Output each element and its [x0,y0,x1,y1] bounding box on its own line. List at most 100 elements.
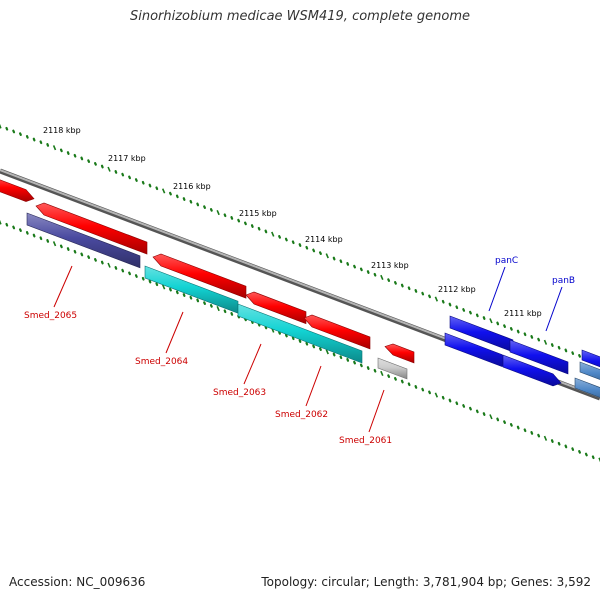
gene-label-panc[interactable]: panC [495,256,518,266]
outer-tick-mark [237,218,241,223]
inner-tick-mark [209,304,213,308]
inner-tick-mark [325,349,329,355]
inner-tick-mark [584,452,588,457]
gene-arrow-red [152,253,247,299]
inner-tick-mark [128,271,131,276]
inner-tick-mark [366,366,370,370]
inner-tick-mark [12,225,16,230]
inner-tick-mark [332,352,336,357]
outer-tick-mark [550,343,554,347]
inner-tick-mark [550,439,554,443]
gene-arrow-red [303,314,371,350]
inner-tick-mark [59,244,63,249]
gene-arrow-red [0,179,35,202]
inner-tick-mark [543,435,548,441]
inner-tick-mark [52,241,57,247]
gene-arrow-cyan [237,303,363,364]
outer-tick-mark [312,248,316,253]
outer-tick-mark [155,186,159,191]
outer-tick-mark [305,245,309,250]
outer-tick-mark [230,216,234,220]
inner-tick-mark [107,262,111,268]
inner-tick-mark [73,249,77,254]
outer-tick-mark [489,318,493,324]
gene-label-smed-2064[interactable]: Smed_2064 [135,357,188,367]
inner-tick-mark [93,258,97,262]
inner-tick-mark [346,358,350,362]
outer-tick-mark [25,135,29,139]
outer-tick-mark [19,132,22,136]
outer-tick-mark [380,274,384,281]
gene-label-smed-2062[interactable]: Smed_2062 [275,410,328,420]
outer-tick-mark [134,178,138,182]
inner-tick-mark [462,404,466,408]
inner-tick-mark [223,309,227,314]
outer-tick-mark [462,308,466,312]
outer-tick-mark [578,354,582,358]
outer-tick-mark [319,251,322,255]
inner-tick-mark [100,260,104,265]
outer-tick-mark [564,348,568,353]
gene-label-smed-2061[interactable]: Smed_2061 [339,436,392,446]
outer-tick-mark [141,180,145,185]
gene-arrow-steel [574,377,600,398]
inner-tick-mark [530,431,534,435]
inner-tick-mark [278,331,281,335]
inner-tick-mark [380,370,384,377]
inner-tick-mark [448,398,452,403]
outer-tick-mark [128,175,131,180]
inner-tick-mark [175,290,179,295]
outer-tick-mark [523,332,527,337]
outer-tick-mark [66,151,70,155]
inner-tick-mark [203,301,206,305]
outer-tick-mark [46,143,50,147]
outer-tick-mark [339,259,343,264]
inner-tick-mark [141,276,145,281]
outer-tick-mark [73,153,77,158]
inner-tick-mark [564,444,568,449]
tick-label: 2116 kbp [173,182,211,191]
outer-tick-track [0,123,600,367]
tick-label: 2114 kbp [305,235,343,244]
gene-arrow-blue [502,354,562,387]
inner-tick-mark [319,347,322,351]
outer-tick-mark [366,270,370,274]
outer-tick-mark [93,162,97,166]
outer-tick-mark [203,205,206,209]
label-leaders [53,265,563,433]
inner-tick-mark [400,379,404,384]
inner-tick-mark [394,377,397,381]
gene-label-smed-2065[interactable]: Smed_2065 [24,311,77,321]
label-leader-line [368,389,385,433]
inner-tick-mark [66,247,70,251]
inner-tick-mark [441,395,445,400]
outer-tick-mark [257,226,261,231]
outer-tick-mark [298,243,302,247]
outer-tick-mark [325,253,329,259]
inner-tick-mark [571,447,575,451]
outer-tick-mark [543,339,548,345]
inner-tick-mark [503,420,506,424]
inner-tick-mark [182,293,186,297]
outer-tick-mark [400,283,404,288]
inner-tick-mark [25,231,29,235]
outer-tick-mark [291,240,295,245]
outer-tick-mark [407,286,411,291]
inner-tick-mark [414,385,418,389]
gene-label-panb[interactable]: panB [552,276,575,286]
inner-tick-mark [80,252,84,257]
gene-arrow-red [384,343,415,364]
inner-tick-mark [469,406,472,411]
inner-tick-mark [434,392,439,398]
inner-tick-mark [339,355,343,360]
outer-tick-mark [475,313,479,318]
inner-tick-mark [298,339,302,343]
outer-tick-mark [182,197,186,201]
gene-label-smed-2063[interactable]: Smed_2063 [213,388,266,398]
inner-tick-mark [489,414,493,420]
inner-tick-mark [516,425,520,430]
outer-tick-mark [0,123,2,129]
inner-tick-mark [428,390,431,395]
outer-tick-mark [284,237,288,242]
inner-tick-mark [196,298,200,303]
